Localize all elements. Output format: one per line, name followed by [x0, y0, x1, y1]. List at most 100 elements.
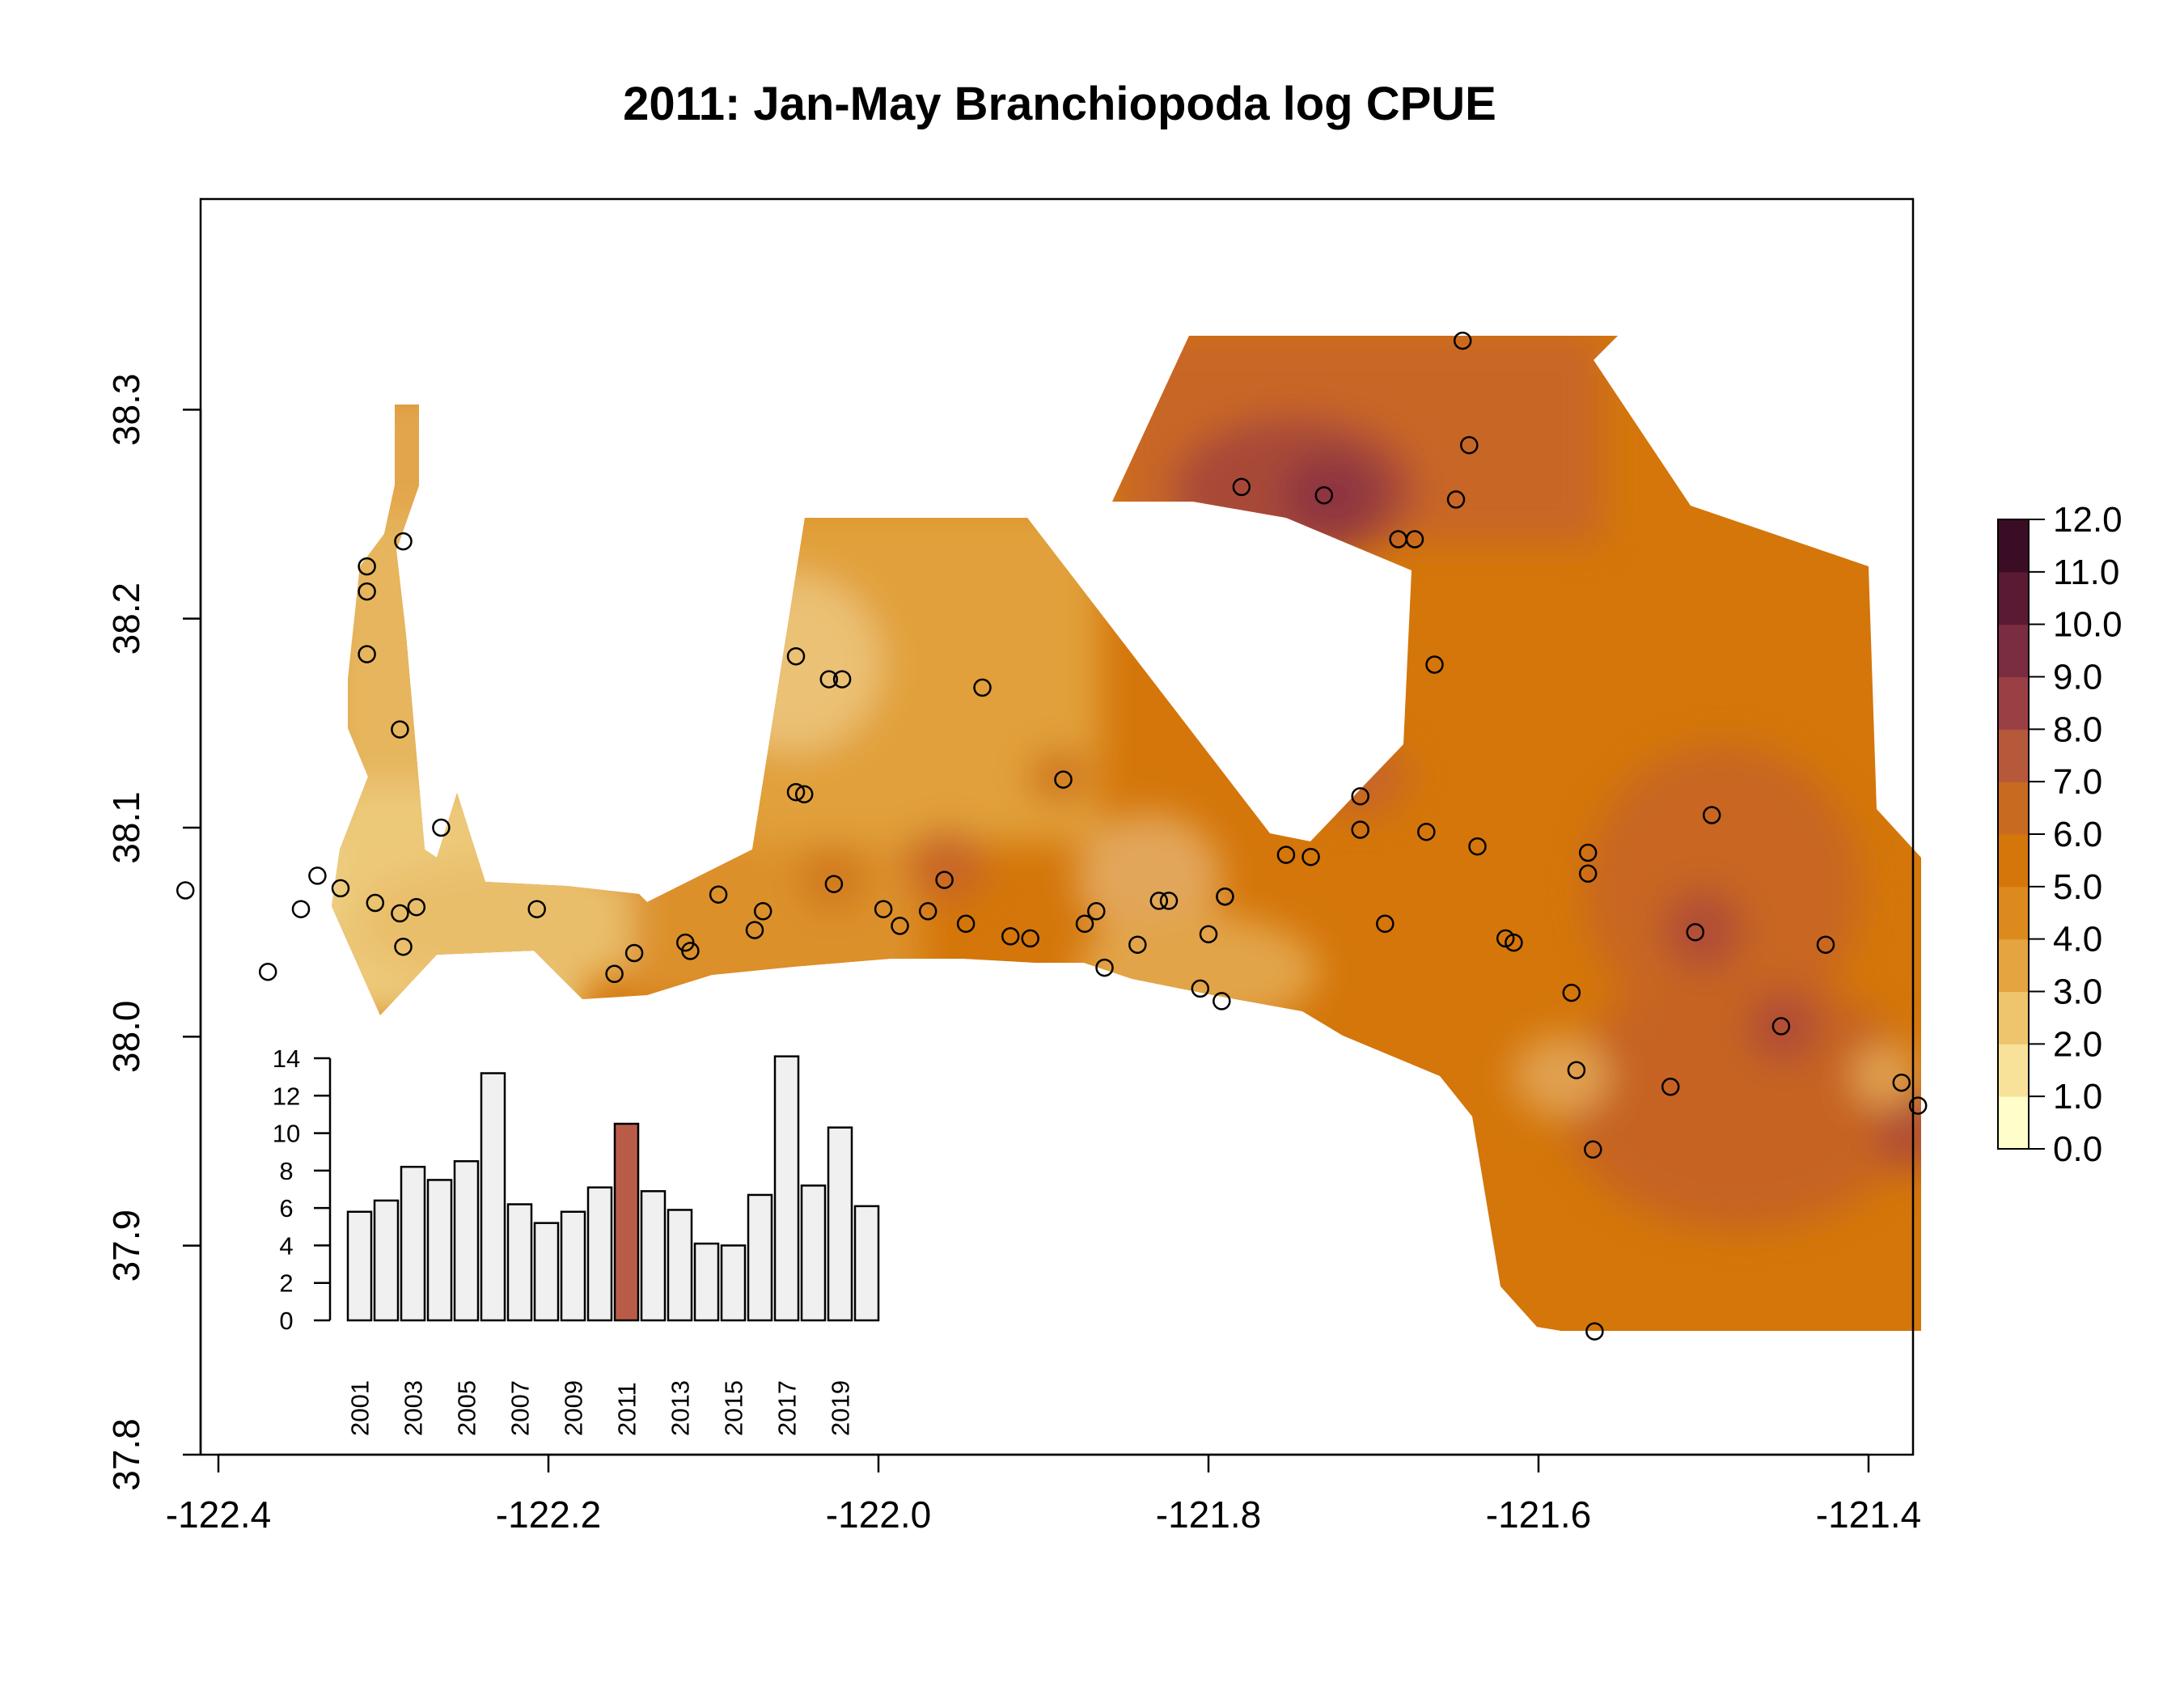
legend-color-step	[1998, 886, 2029, 940]
station-marker	[1351, 820, 1369, 839]
inset-bar-2013	[667, 1209, 693, 1322]
surface-zone-west-top	[372, 388, 437, 518]
legend-tick-label: 9.0	[2053, 658, 2102, 697]
station-markers	[176, 331, 1928, 1341]
station-marker	[794, 785, 814, 803]
station-marker	[1087, 902, 1106, 921]
surface-zone-central-south	[631, 841, 922, 1003]
station-marker	[331, 879, 350, 898]
station-marker	[1578, 864, 1598, 883]
station-marker	[1567, 1061, 1586, 1079]
inset-bar-2014	[693, 1242, 720, 1322]
inset-y-tick-label: 2	[279, 1269, 293, 1298]
legend-color-step	[1998, 519, 2029, 573]
surface-zone-central-hotspot-a	[906, 829, 987, 902]
legend-tick-label: 3.0	[2053, 972, 2102, 1012]
station-marker	[1232, 477, 1251, 497]
inset-bar-2018	[800, 1184, 827, 1322]
inset-bar-chart: 0 2 4 6 8 10 12 14 2001 2003 2005 2007 2009 2011 2013 2…	[243, 1044, 890, 1448]
inset-x-tick-label: 2001	[346, 1380, 375, 1436]
legend-tick-label: 6.0	[2053, 815, 2102, 854]
inset-x-tick-label: 2005	[453, 1380, 481, 1436]
inset-x-tick-label: 2011	[613, 1382, 641, 1436]
station-marker	[407, 897, 426, 917]
station-marker	[391, 904, 409, 923]
station-marker	[1468, 837, 1487, 856]
station-marker	[1562, 983, 1581, 1002]
legend-color-step	[1998, 624, 2029, 677]
station-marker	[709, 885, 728, 904]
station-marker	[176, 881, 195, 900]
station-marker	[1585, 1322, 1604, 1341]
inset-x-tick-label: 2007	[506, 1380, 535, 1436]
surface-zone-west-channel	[356, 858, 679, 987]
station-marker	[1191, 979, 1210, 998]
station-marker	[1199, 925, 1218, 943]
inset-x-tick-label: 2003	[400, 1380, 428, 1436]
station-marker	[1702, 806, 1721, 824]
legend-color-step	[1998, 729, 2029, 782]
inset-bar-2011	[613, 1122, 640, 1322]
inset-x-tick-label: 2017	[773, 1380, 802, 1436]
station-marker	[258, 962, 277, 981]
station-marker	[1149, 892, 1169, 910]
station-marker	[1505, 933, 1523, 952]
legend-color-step	[1998, 571, 2029, 625]
surface-zone-east-b	[1561, 971, 1917, 1230]
inset-x-tick-label: 2019	[827, 1380, 855, 1436]
color-legend: 0.0 1.0 2.0 3.0 4.0 5.0 6.0 7.0 8.0 9.0 10.0 11.0 12…	[1997, 500, 2123, 1169]
station-marker	[1276, 845, 1296, 864]
inset-bar-2016	[747, 1193, 773, 1322]
legend-color-step	[1998, 991, 2029, 1044]
inset-y-tick-label: 12	[273, 1082, 300, 1110]
inset-bar-2010	[586, 1186, 613, 1322]
station-marker	[1075, 914, 1094, 934]
station-marker	[394, 937, 413, 956]
inset-bar-2008	[533, 1222, 560, 1322]
legend-color-step	[1998, 938, 2029, 992]
surface-zone-west-upper	[332, 388, 453, 785]
station-marker	[1686, 922, 1705, 942]
station-marker	[1351, 786, 1369, 806]
y-tick-label: 38.3	[105, 374, 147, 447]
legend-color-step	[1998, 1044, 2029, 1097]
inset-y-tick-label: 6	[279, 1194, 293, 1222]
y-tick-label: 38.2	[105, 583, 147, 655]
inset-y-tick-label: 4	[279, 1231, 293, 1260]
legend-tick-label: 8.0	[2053, 710, 2102, 749]
inset-bar-2002	[373, 1199, 400, 1322]
inset-bar-2015	[720, 1244, 747, 1322]
legend-tick-label: 0.0	[2053, 1129, 2102, 1169]
legend-tick-label: 2.0	[2053, 1024, 2102, 1064]
inset-y-tick-label: 0	[279, 1307, 293, 1335]
station-marker	[935, 871, 954, 889]
station-marker	[1302, 847, 1320, 866]
legend-tick-label: 4.0	[2053, 920, 2102, 960]
y-tick-label: 37.9	[105, 1210, 147, 1282]
surface-zone-southeast-light	[1852, 1044, 1917, 1108]
station-marker	[1213, 992, 1231, 1011]
station-marker	[1417, 822, 1436, 841]
station-marker	[291, 900, 311, 918]
station-marker	[918, 902, 938, 921]
station-marker	[358, 582, 376, 601]
station-marker	[1816, 935, 1835, 954]
station-marker	[786, 646, 806, 666]
station-marker	[624, 943, 644, 963]
station-marker	[1216, 887, 1234, 906]
station-marker	[956, 914, 976, 934]
station-marker	[1460, 435, 1479, 455]
station-marker	[1496, 929, 1515, 948]
station-marker	[358, 645, 376, 663]
x-tick-label: -121.4	[1816, 1494, 1921, 1536]
inset-bar-2006	[480, 1072, 506, 1322]
surface-zone-east-a	[1585, 744, 1860, 1036]
surface-zone-northeast-peak	[1282, 455, 1379, 536]
legend-tick-label: 7.0	[2053, 762, 2102, 802]
station-marker	[891, 917, 909, 935]
inset-bar-2012	[640, 1190, 667, 1322]
station-marker	[1001, 927, 1020, 946]
station-marker	[432, 818, 451, 837]
inset-x-tick-label: 2013	[667, 1380, 695, 1436]
